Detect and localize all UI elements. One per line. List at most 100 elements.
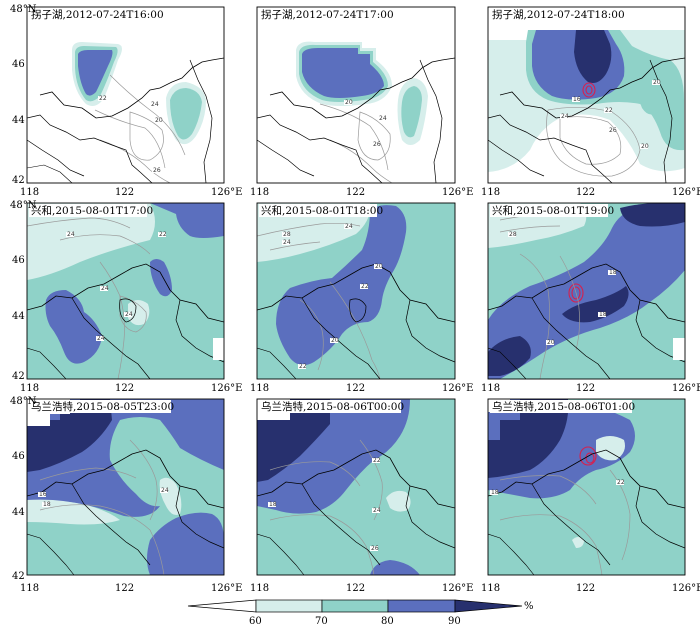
border-line	[419, 59, 443, 183]
svg-text:22: 22	[617, 479, 625, 486]
x-tick-label: 126°E	[442, 383, 473, 394]
border-line	[531, 297, 611, 379]
x-tick-label: 126°E	[442, 187, 473, 198]
panel-7: 18 22 24 26	[257, 399, 455, 575]
contour	[129, 111, 164, 161]
border-line	[27, 449, 224, 509]
humidity-field	[370, 560, 420, 575]
contour	[99, 261, 125, 379]
storm-contour	[585, 85, 593, 95]
border-line	[257, 114, 383, 183]
colorbar-tick-label: 60	[249, 616, 262, 624]
panel-frame	[26, 6, 225, 184]
colorbar: 60 70 80 90 %	[187, 599, 534, 624]
x-tick-label: 122	[346, 383, 365, 394]
contour	[269, 514, 375, 575]
contour	[109, 74, 186, 156]
border-line	[488, 114, 613, 183]
border-line	[175, 485, 224, 549]
panel-5: 28 18 18 20	[488, 203, 685, 379]
border-line	[71, 297, 151, 379]
colorbar-tick-label: 90	[448, 616, 461, 624]
panel-8: 18 22	[488, 399, 685, 575]
svg-text:18: 18	[599, 311, 607, 318]
contour	[59, 234, 151, 255]
y-tick-label: 48°N	[10, 200, 37, 211]
x-tick-label: 118	[481, 187, 500, 198]
colorbar-tick-label: 80	[381, 616, 394, 624]
panel-title-box	[490, 400, 632, 413]
svg-text:22: 22	[605, 107, 613, 114]
svg-text:26: 26	[373, 141, 381, 148]
y-tick-label: 46	[12, 451, 25, 462]
svg-text:24: 24	[561, 113, 569, 120]
border-line	[119, 298, 137, 323]
border-line	[257, 263, 455, 323]
border-line	[301, 483, 381, 566]
x-tick-label: 126°E	[672, 583, 700, 594]
panel-frame	[26, 398, 225, 576]
x-tick-label: 118	[250, 187, 269, 198]
contour	[299, 299, 324, 371]
border-line	[405, 485, 455, 549]
svg-text:20: 20	[331, 337, 339, 344]
svg-text:26: 26	[371, 545, 379, 552]
svg-text:24: 24	[373, 507, 381, 514]
svg-text:28: 28	[509, 231, 517, 238]
contour	[329, 139, 393, 183]
contour	[357, 111, 391, 161]
contour	[546, 107, 641, 177]
y-tick-label: 48°N	[10, 4, 37, 15]
contour	[559, 255, 580, 351]
panel-frame	[256, 398, 456, 576]
x-tick-label: 122	[346, 187, 365, 198]
panel-frame	[487, 6, 686, 184]
svg-text:20: 20	[155, 117, 163, 124]
panel-frame	[487, 398, 686, 576]
humidity-field	[45, 290, 102, 364]
panel-title: 拐子湖,2012-07-24T18:00	[492, 8, 625, 21]
y-tick-label: 46	[12, 59, 25, 70]
storm-contour	[579, 446, 597, 466]
panel-1: 20 24 26	[257, 7, 455, 183]
svg-text:18: 18	[43, 501, 51, 508]
border-line	[349, 298, 367, 323]
border-line	[488, 347, 527, 379]
svg-text:24: 24	[151, 101, 159, 108]
border-line	[301, 297, 381, 379]
svg-text:24: 24	[97, 335, 105, 342]
panel-title-box	[259, 204, 377, 217]
border-line	[488, 263, 685, 323]
humidity-field	[150, 203, 224, 238]
x-tick-label: 122	[115, 187, 134, 198]
y-tick-label: 44	[12, 507, 25, 518]
humidity-field	[302, 48, 384, 98]
panel-3: 24 24 24 24 22	[27, 203, 224, 379]
border-line	[27, 533, 75, 575]
panel-frame	[256, 202, 456, 380]
contour	[269, 241, 321, 251]
svg-text:24: 24	[125, 311, 133, 318]
humidity-field	[257, 399, 330, 482]
humidity-field	[562, 286, 629, 323]
humidity-field	[401, 86, 422, 138]
contour	[519, 253, 550, 379]
x-tick-label: 118	[20, 383, 39, 394]
border-line	[39, 57, 224, 119]
svg-text:22: 22	[159, 231, 167, 238]
border-line	[269, 57, 455, 119]
border-line	[257, 139, 315, 177]
x-tick-label: 122	[115, 383, 134, 394]
border-line	[175, 299, 224, 363]
panel-title: 兴和,2015-08-01T18:00	[261, 205, 383, 217]
colorbar-unit: %	[524, 601, 534, 612]
panel-title-box	[29, 8, 159, 21]
panel-title: 乌兰浩特,2015-08-05T23:00	[31, 400, 174, 413]
x-tick-label: 118	[20, 187, 39, 198]
y-tick-label: 42	[12, 371, 25, 382]
border-line	[27, 114, 153, 183]
panel-frame	[26, 202, 225, 380]
svg-text:22: 22	[361, 283, 369, 290]
panel-frame	[256, 6, 456, 184]
storm-contour	[582, 82, 596, 98]
